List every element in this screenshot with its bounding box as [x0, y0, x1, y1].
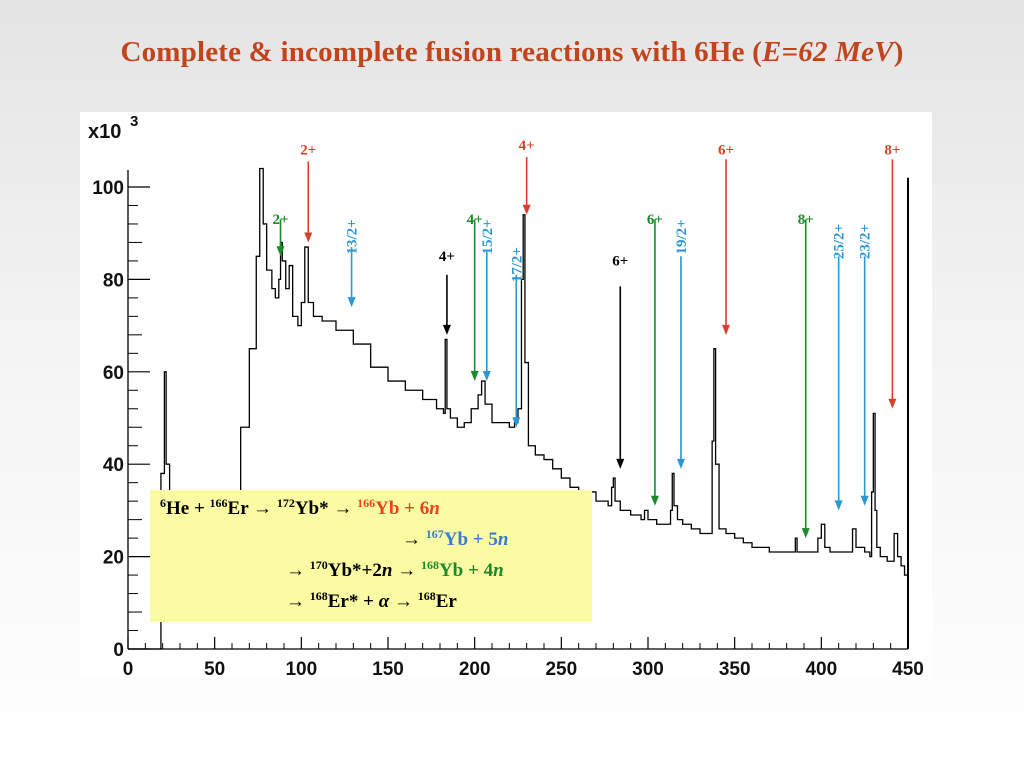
annotation-arrow-head [276, 246, 285, 257]
reaction-line-2: → 167Yb + 5n [402, 527, 509, 551]
reaction-text: → [389, 591, 418, 612]
y-multiplier-label: x10 [88, 121, 121, 143]
y-tick-label: 20 [103, 548, 124, 569]
product-text: + 4 [463, 560, 494, 581]
mass-number: 166 [357, 496, 376, 510]
annotation-label: 8+ [798, 212, 814, 228]
x-tick-label: 50 [204, 659, 225, 678]
peak-annotations: 2+2+13/2+4+4+15/2+17/2+4+6+6+ 19/2+6+8+25… [273, 138, 900, 539]
annotation-arrow-head [470, 371, 479, 382]
annotation-arrow-head [304, 232, 313, 243]
x-tick-label: 150 [372, 659, 404, 678]
annotation-arrow-head [888, 398, 897, 409]
neutron-symbol: n [497, 529, 509, 550]
annotation-label: 6+ [612, 254, 628, 270]
reaction-text: Er → [227, 498, 277, 519]
tick-labels: 0 50 100 150 200 250 300 350 400 450 0 20 40 60 80 100 x… [88, 113, 924, 678]
alpha-symbol: α [378, 591, 390, 612]
annotation-arrow-head [801, 528, 810, 539]
mass-number: 166 [209, 496, 228, 510]
y-multiplier-exponent: 3 [130, 113, 138, 130]
product-yb168: Yb [438, 560, 464, 581]
y-tick-label: 100 [92, 178, 124, 199]
mass-number: 168 [309, 589, 328, 603]
y-tick-label: 80 [103, 270, 124, 291]
x-tick-label: 100 [285, 659, 317, 678]
reaction-text: Er* + [327, 591, 379, 612]
x-tick-label: 250 [545, 659, 577, 678]
reaction-line-3: → 170Yb*+2n → 168Yb + 4n [286, 558, 504, 582]
x-tick-label: 0 [123, 659, 134, 678]
neutron-symbol: n [429, 498, 440, 519]
annotation-label: 19/2+ [674, 219, 690, 254]
slide-title: Complete & incomplete fusion reactions w… [0, 36, 1024, 69]
product-text: + 6 [399, 498, 430, 519]
reaction-line-4: → 168Er* + α → 168Er [286, 589, 457, 613]
annotation-label: 8+ [884, 143, 900, 159]
x-tick-label: 300 [632, 659, 664, 678]
mass-number: 167 [425, 527, 444, 541]
annotation-label: 2+ [300, 143, 316, 159]
reaction-text: → [286, 560, 310, 581]
annotation-label: 13/2+ [345, 219, 361, 254]
annotation-arrow-head [860, 495, 869, 506]
annotation-label: 4+ [519, 138, 535, 154]
annotation-label: 6+ [718, 143, 734, 159]
annotation-label: 4+ [467, 212, 483, 228]
annotation-label: 4+ [439, 249, 455, 265]
chart-axes [127, 170, 909, 650]
x-tick-label: 400 [805, 659, 837, 678]
reaction-line-1: 6He + 166Er → 172Yb* → 166Yb + 6n [160, 496, 440, 520]
title-close: ) [893, 36, 904, 68]
reaction-text: → [402, 529, 426, 550]
annotation-arrow-head [442, 324, 451, 335]
neutron-symbol: n [381, 560, 393, 581]
mass-number: 172 [276, 496, 295, 510]
product-er168: Er [435, 591, 457, 612]
product-text: + 5 [468, 529, 498, 550]
annotation-arrow-head [522, 204, 531, 215]
reaction-text: → [392, 560, 421, 581]
mass-number: 6 [160, 496, 166, 510]
annotation-arrow-head [722, 324, 730, 335]
neutron-symbol: n [493, 560, 504, 581]
x-tick-label: 200 [459, 659, 491, 678]
y-tick-label: 0 [113, 640, 124, 661]
y-tick-label: 40 [103, 455, 124, 476]
y-tick-label: 60 [103, 363, 124, 384]
annotation-arrow-head [347, 297, 356, 308]
mass-number: 168 [420, 558, 439, 572]
x-tick-label: 450 [892, 659, 924, 678]
annotation-label: 15/2+ [480, 219, 496, 254]
x-tick-label: 350 [719, 659, 751, 678]
reaction-box: 6He + 166Er → 172Yb* → 166Yb + 6n → 167Y… [150, 490, 592, 622]
annotation-arrow-head [676, 458, 685, 469]
annotation-arrow-head [482, 371, 491, 382]
spectrum-line [128, 167, 908, 650]
annotation-arrow-head [834, 500, 843, 511]
product-yb167: Yb [443, 529, 469, 550]
annotation-label: 2+ [273, 212, 289, 228]
mass-number: 168 [417, 589, 436, 603]
mass-number: 170 [309, 558, 328, 572]
reaction-text: → [286, 591, 310, 612]
product-yb166: Yb [375, 498, 400, 519]
reaction-text: Yb* → [294, 498, 358, 519]
title-energy: E=62 MeV [761, 36, 894, 68]
reaction-text: He + [166, 498, 210, 519]
annotation-label: 6+ [647, 212, 663, 228]
reaction-text: Yb*+2 [327, 560, 382, 581]
title-text: Complete & incomplete fusion reactions w… [120, 36, 762, 68]
annotation-arrow-head [512, 417, 521, 428]
annotation-label: 23/2+ [858, 224, 874, 259]
spectrum-series [128, 167, 909, 650]
annotation-label: 17/2+ [509, 247, 525, 282]
spectrum-chart: 2+2+13/2+4+4+15/2+17/2+4+6+6+ 19/2+6+8+25… [88, 113, 924, 678]
annotation-label: 25/2+ [832, 224, 848, 259]
annotation-arrow-head [616, 458, 625, 469]
annotation-arrow-head [650, 495, 659, 506]
